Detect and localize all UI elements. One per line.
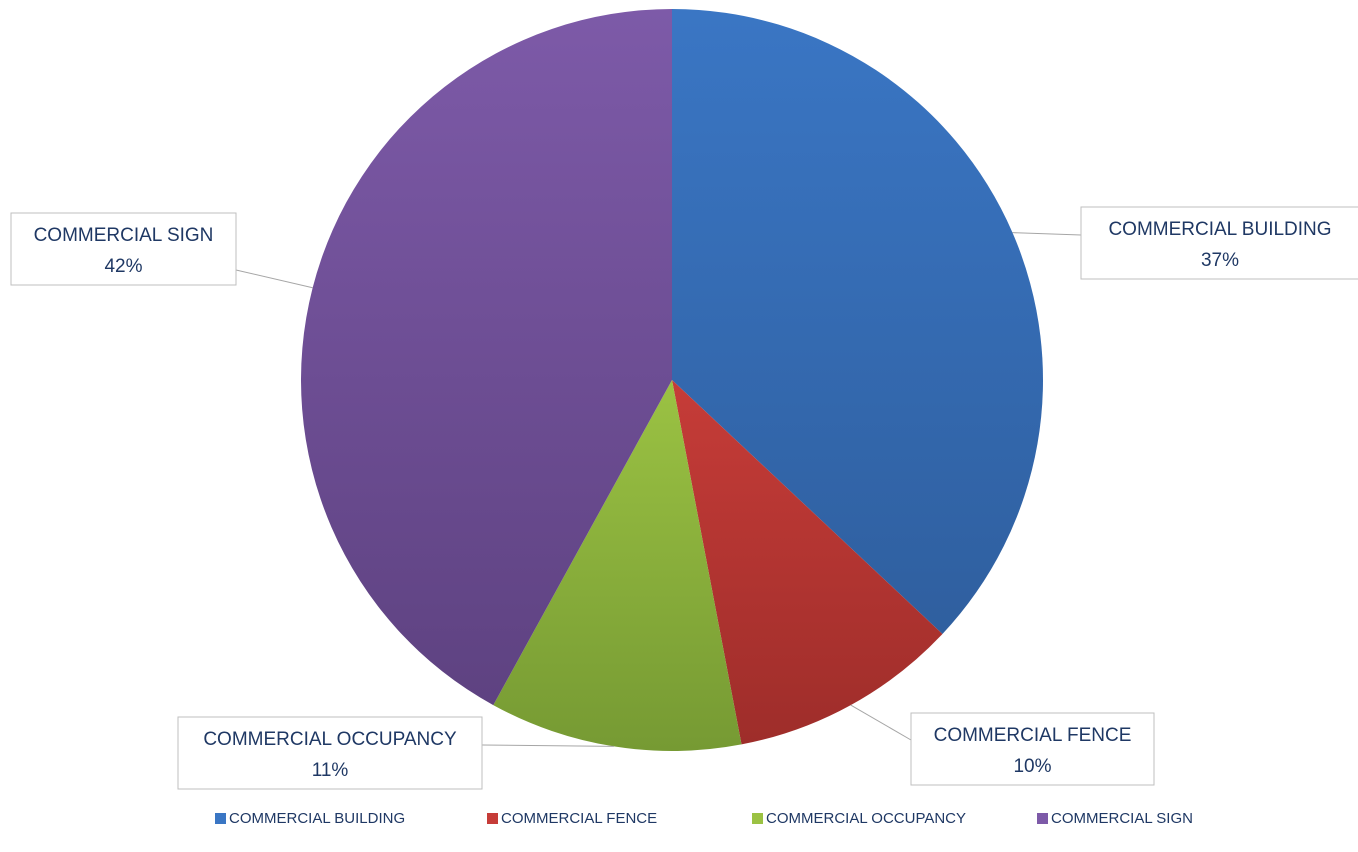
data-label-commercial-building: COMMERCIAL BUILDING 37% — [1080, 206, 1358, 280]
legend-swatch — [752, 812, 763, 824]
data-label-name: COMMERCIAL BUILDING — [1108, 219, 1331, 240]
legend-item-commercial-sign: COMMERCIAL SIGN — [1037, 810, 1193, 827]
pie-chart-svg: COMMERCIAL BUILDING 37% COMMERCIAL FENCE 10… — [10, 9, 1358, 790]
legend-item-commercial-building: COMMERCIAL BUILDING — [215, 810, 405, 827]
leader-line — [235, 269, 313, 289]
legend-label: COMMERCIAL FENCE — [501, 809, 658, 827]
data-label-commercial-occupancy: COMMERCIAL OCCUPANCY 11% — [177, 716, 483, 790]
data-label-name: COMMERCIAL SIGN — [34, 225, 214, 246]
legend-item-commercial-fence: COMMERCIAL FENCE — [487, 810, 657, 827]
legend-label: COMMERCIAL BUILDING — [229, 809, 406, 827]
legend-swatch — [215, 812, 226, 824]
pie-slice-commercial-sign — [300, 9, 672, 706]
leader-line — [850, 704, 912, 741]
data-label-value: 11% — [312, 760, 349, 781]
legend: COMMERCIAL BUILDING COMMERCIAL FENCE COM… — [0, 803, 1358, 833]
data-label-commercial-sign: COMMERCIAL SIGN 42% — [10, 212, 237, 286]
pie-slice-commercial-fence — [672, 380, 943, 745]
leader-line — [481, 744, 614, 747]
pie-chart: COMMERCIAL BUILDING 37% COMMERCIAL FENCE 10… — [10, 9, 1358, 790]
pie-slice-commercial-building — [672, 9, 1043, 634]
legend-swatch — [1037, 812, 1048, 824]
data-label-commercial-fence: COMMERCIAL FENCE 10% — [910, 712, 1155, 786]
leader-line — [1012, 232, 1082, 236]
legend-label: COMMERCIAL SIGN — [1051, 809, 1193, 827]
legend-label: COMMERCIAL OCCUPANCY — [766, 809, 967, 827]
data-label-value: 37% — [1201, 250, 1239, 271]
legend-swatch — [487, 812, 498, 824]
data-label-name: COMMERCIAL OCCUPANCY — [203, 729, 457, 750]
pie-slice-commercial-occupancy — [493, 380, 742, 752]
data-label-name: COMMERCIAL FENCE — [934, 725, 1132, 746]
legend-item-commercial-occupancy: COMMERCIAL OCCUPANCY — [752, 810, 966, 827]
data-label-value: 10% — [1013, 756, 1051, 777]
data-label-value: 42% — [104, 256, 142, 277]
